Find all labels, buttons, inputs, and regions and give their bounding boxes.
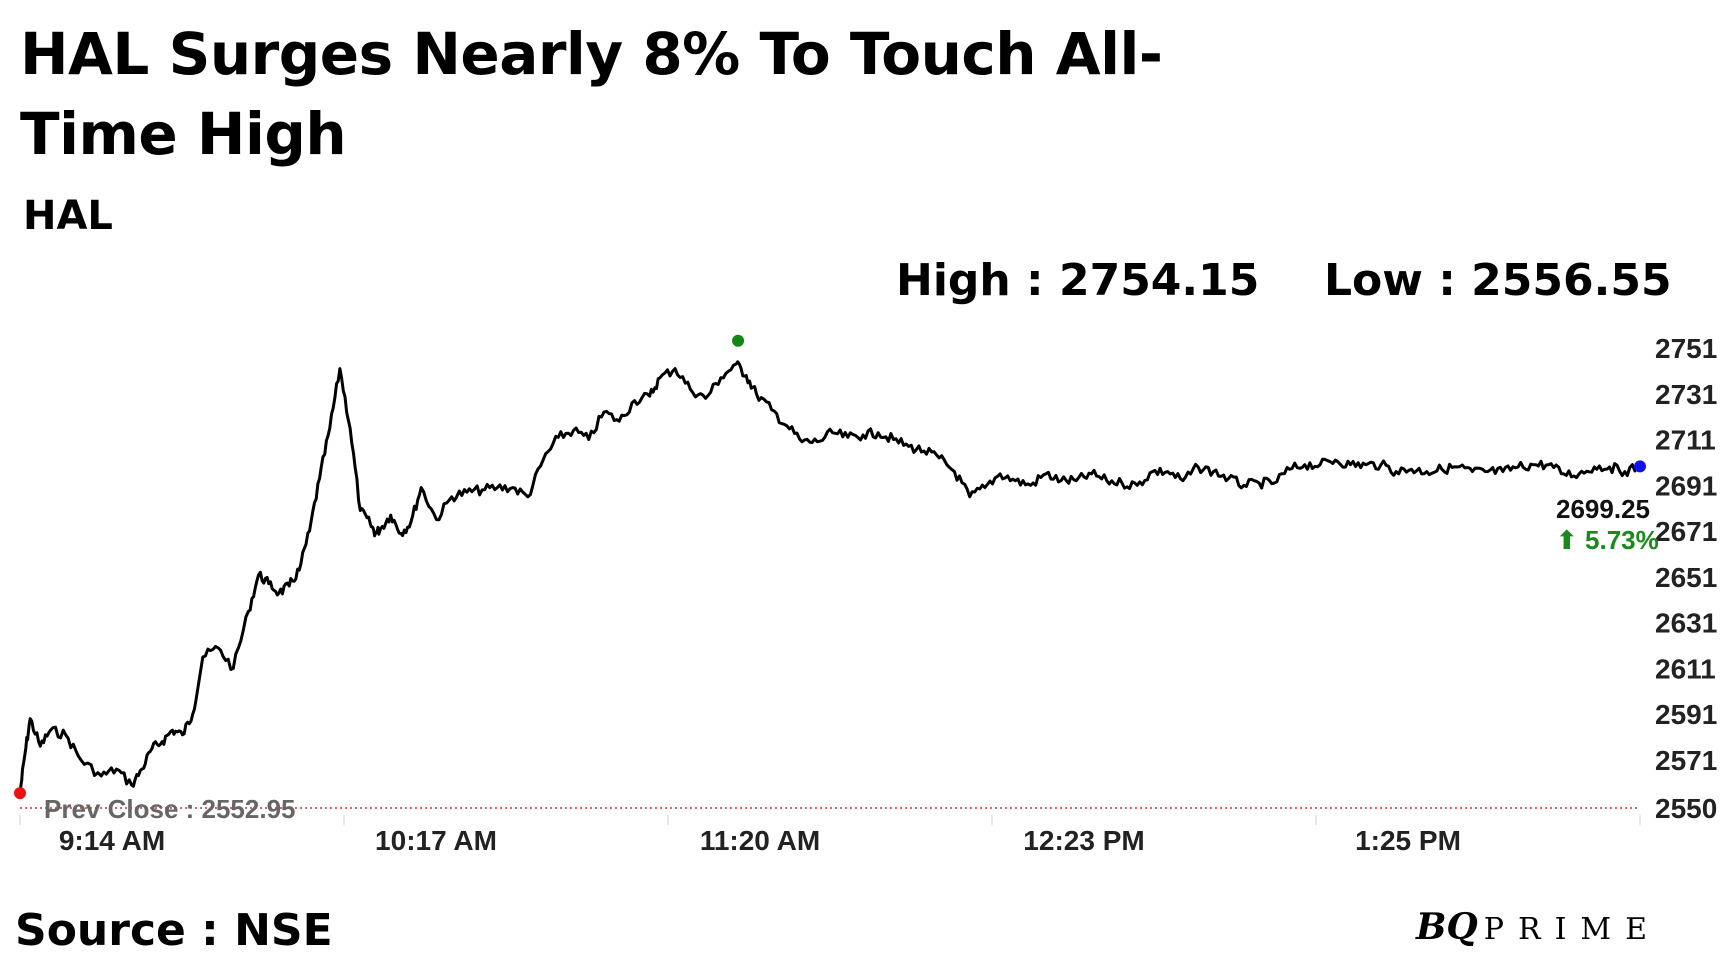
x-tick-label: 1:25 PM (1355, 825, 1461, 856)
y-tick-label: 2731 (1655, 379, 1717, 410)
start-point-marker (14, 787, 26, 800)
y-tick-label: 2591 (1655, 699, 1717, 730)
y-tick-label: 2651 (1655, 562, 1717, 593)
low-value: Low : 2556.55 (1324, 255, 1672, 306)
y-tick-label: 2691 (1655, 470, 1717, 501)
high-value: High : 2754.15 (896, 255, 1260, 306)
x-tick-label: 11:20 AM (700, 825, 820, 856)
y-tick-label: 2671 (1655, 516, 1717, 547)
y-tick-label: 2611 (1655, 653, 1716, 684)
chart-subtitle: HAL (23, 193, 113, 239)
price-series-line (18, 360, 1641, 794)
x-tick-label: 12:23 PM (1023, 825, 1144, 856)
source-label: Source : NSE (15, 905, 333, 956)
prev-close-label: Prev Close : 2552.95 (44, 794, 296, 824)
chart-title: HAL Surges Nearly 8% To Touch All-Time H… (20, 20, 1163, 168)
brand-logo: BQ PRIME (1416, 906, 1662, 948)
high-point-marker (732, 334, 745, 347)
x-tick-label: 10:17 AM (375, 825, 497, 856)
last-change-label: ⬆ 5.73% (1556, 525, 1659, 555)
last-price-label: 2699.25 (1556, 494, 1650, 524)
y-tick-label: 2751 (1655, 333, 1717, 364)
y-tick-label: 2711 (1655, 425, 1716, 456)
y-tick-label: 2550 (1655, 793, 1717, 824)
y-tick-label: 2631 (1655, 608, 1717, 639)
axis-layer: 2751 2731 2711 2691 2671 2651 2631 2611 2591 2571… (19, 333, 1717, 856)
x-tick-label: 9:14 AM (59, 825, 165, 856)
last-point-marker (1634, 460, 1646, 473)
y-tick-label: 2571 (1655, 745, 1717, 776)
